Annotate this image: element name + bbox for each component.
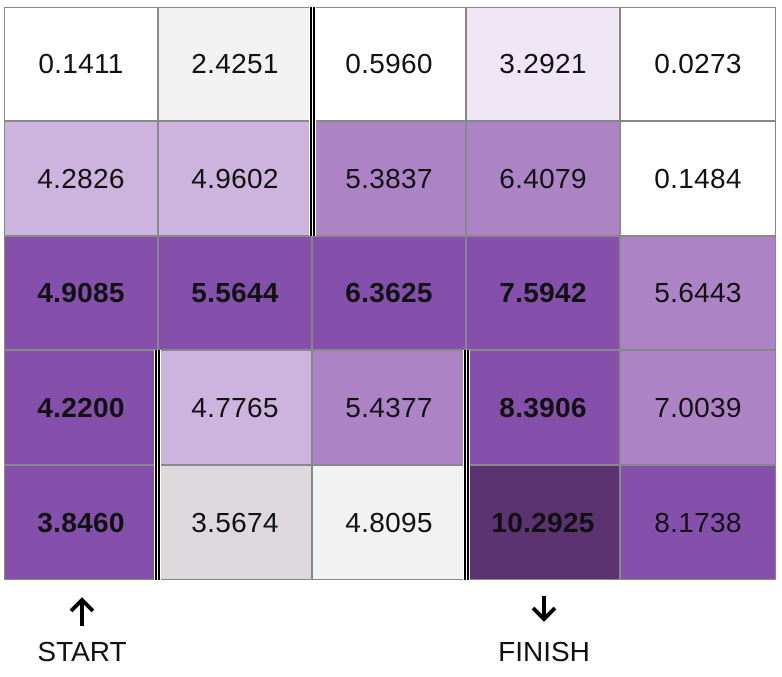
finish-marker: FINISH <box>479 596 609 668</box>
grid-cell: 3.2921 <box>466 7 620 121</box>
finish-label: FINISH <box>498 636 590 667</box>
grid-cell: 0.1411 <box>4 7 158 121</box>
grid-cell: 4.9602 <box>158 121 312 236</box>
grid-cell: 4.7765 <box>158 350 312 465</box>
wall-segment <box>309 7 316 236</box>
arrow-down-icon <box>479 596 609 630</box>
grid-cell: 3.5674 <box>158 465 312 580</box>
grid-cell: 5.6443 <box>620 236 776 350</box>
grid-cell: 10.2925 <box>466 465 620 580</box>
grid-cell: 8.3906 <box>466 350 620 465</box>
grid-cell: 8.1738 <box>620 465 776 580</box>
grid-cell: 7.0039 <box>620 350 776 465</box>
value-grid: 0.1411 2.4251 0.5960 3.2921 0.0273 4.282… <box>4 7 776 580</box>
grid-cell: 7.5942 <box>466 236 620 350</box>
wall-segment <box>463 350 470 580</box>
grid-cell: 2.4251 <box>158 7 312 121</box>
grid-cell: 5.4377 <box>312 350 466 465</box>
start-label: START <box>37 636 127 667</box>
start-marker: START <box>17 596 147 668</box>
arrow-up-icon <box>17 596 147 630</box>
grid-cell: 4.2200 <box>4 350 158 465</box>
grid-cell: 4.8095 <box>312 465 466 580</box>
grid-cell: 6.4079 <box>466 121 620 236</box>
grid-cell: 0.1484 <box>620 121 776 236</box>
grid-cell: 5.3837 <box>312 121 466 236</box>
grid-cell: 6.3625 <box>312 236 466 350</box>
grid-cell: 0.0273 <box>620 7 776 121</box>
grid-cell: 4.2826 <box>4 121 158 236</box>
grid-cell: 5.5644 <box>158 236 312 350</box>
grid-cell: 0.5960 <box>312 7 466 121</box>
wall-segment <box>154 350 161 580</box>
grid-cell: 4.9085 <box>4 236 158 350</box>
grid-cell: 3.8460 <box>4 465 158 580</box>
